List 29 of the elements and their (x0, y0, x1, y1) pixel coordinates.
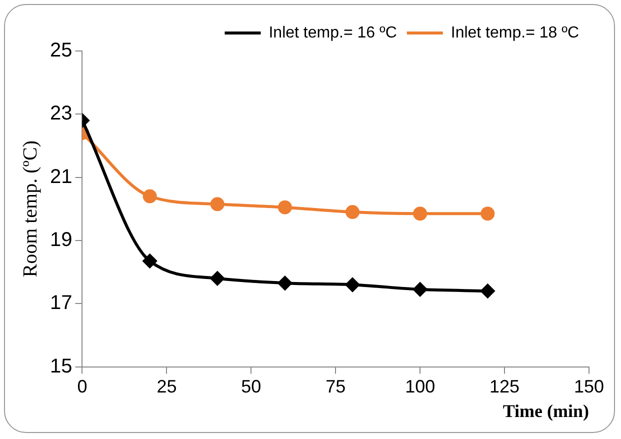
legend-label: Inlet temp.= 16 ºC (268, 24, 397, 42)
y-tick-label: 15 (50, 355, 72, 378)
point (142, 254, 157, 268)
y-axis-title: Room temp. (ºC) (19, 140, 42, 278)
point (210, 271, 224, 286)
legend-label: Inlet temp.= 18 ºC (450, 24, 580, 42)
x-tick-label: 50 (241, 376, 262, 397)
x-tick-label: 0 (77, 376, 88, 397)
point (413, 206, 428, 221)
y-tick-label: 21 (50, 166, 72, 188)
y-tick-label: 19 (50, 228, 72, 251)
point (346, 205, 360, 220)
y-tick-label: 17 (50, 292, 72, 314)
point (480, 206, 495, 221)
point (278, 276, 292, 290)
y-tick-label: 23 (50, 102, 72, 125)
x-tick-label: 100 (405, 376, 436, 397)
point (480, 284, 495, 298)
x-axis-title: Time (min) (502, 400, 589, 421)
x-tick-label: 125 (490, 376, 520, 397)
point (278, 200, 292, 214)
point (142, 189, 157, 204)
point (210, 197, 224, 212)
x-tick-label: 25 (156, 376, 177, 397)
x-tick-label: 75 (326, 376, 346, 397)
point (346, 278, 360, 292)
point (413, 282, 428, 296)
x-tick-label: 150 (574, 376, 604, 397)
y-tick-label: 25 (50, 40, 72, 62)
